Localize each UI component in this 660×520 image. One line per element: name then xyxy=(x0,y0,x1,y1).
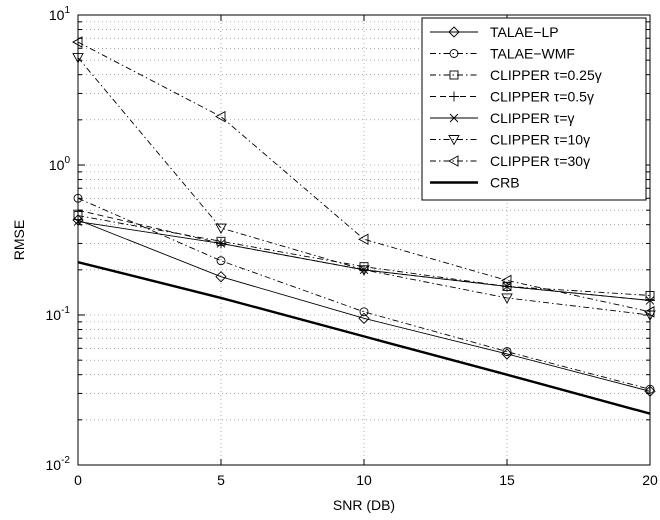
data-point xyxy=(449,113,459,123)
legend-entry: TALAE−LP xyxy=(430,24,559,40)
y-axis-label: RMSE xyxy=(11,220,27,260)
legend-entry: CLIPPER τ=0.5γ xyxy=(430,89,594,105)
y-tick-label: 10-2 xyxy=(46,455,71,473)
data-point xyxy=(645,296,655,305)
legend-label: CLIPPER τ=0.5γ xyxy=(490,89,594,105)
data-point xyxy=(215,110,226,123)
series-line xyxy=(77,261,651,415)
data-point xyxy=(449,70,459,80)
legend-label: CLIPPER τ=10γ xyxy=(490,132,590,148)
legend-entry: CLIPPER τ=10γ xyxy=(430,132,590,148)
legend-label: CRB xyxy=(490,175,520,191)
data-point xyxy=(448,135,460,146)
y-tick-label: 101 xyxy=(49,5,71,23)
series-7 xyxy=(77,261,651,415)
data-point xyxy=(449,91,459,102)
x-axis-label: SNR (DB) xyxy=(333,497,395,513)
legend-label: CLIPPER τ=0.25γ xyxy=(490,67,602,83)
data-point xyxy=(73,217,83,226)
y-tick-label: 100 xyxy=(49,155,71,173)
x-tick-label: 0 xyxy=(74,472,82,488)
data-point xyxy=(215,271,227,283)
series-layer xyxy=(72,36,656,415)
data-point xyxy=(358,233,369,245)
data-point xyxy=(359,307,369,317)
data-point xyxy=(358,265,370,276)
series-1 xyxy=(73,193,655,394)
series-4 xyxy=(73,217,655,305)
legend: TALAE−LP TALAE−WMF CLIPPER τ=0.25γ CLIPPER … xyxy=(421,17,647,201)
series-line xyxy=(77,221,651,301)
data-point xyxy=(73,205,83,216)
data-point xyxy=(501,274,512,287)
series-line xyxy=(77,219,651,392)
data-point xyxy=(73,193,83,203)
y-tick-label: 10-1 xyxy=(46,305,71,323)
x-tick-label: 5 xyxy=(217,472,225,488)
legend-entry: CLIPPER τ=0.25γ xyxy=(430,67,602,83)
data-point xyxy=(72,36,83,48)
data-point xyxy=(359,265,369,275)
x-tick-label: 20 xyxy=(642,472,658,488)
data-point xyxy=(358,312,370,324)
data-point xyxy=(645,384,655,394)
data-point xyxy=(644,385,656,397)
legend-entry: TALAE−WMF xyxy=(430,46,575,62)
legend-box xyxy=(421,17,647,201)
legend-label: CLIPPER τ=γ xyxy=(490,110,575,126)
series-line xyxy=(77,197,651,390)
legend-entry: CLIPPER τ=γ xyxy=(430,110,575,126)
data-point xyxy=(644,306,655,318)
data-point xyxy=(72,53,84,64)
x-tick-label: 10 xyxy=(356,472,372,488)
series-line xyxy=(77,215,651,296)
legend-entry: CRB xyxy=(430,175,520,191)
legend-entry: CLIPPER τ=30γ xyxy=(430,153,590,169)
legend-label: TALAE−WMF xyxy=(490,46,575,62)
data-point xyxy=(501,293,513,304)
data-point xyxy=(448,26,460,38)
data-point xyxy=(216,256,226,266)
data-point xyxy=(502,282,512,291)
legend-label: CLIPPER τ=30γ xyxy=(490,153,590,169)
data-point xyxy=(449,49,459,58)
series-6 xyxy=(72,36,655,318)
data-point xyxy=(215,223,227,234)
data-point xyxy=(216,239,226,248)
legend-label: TALAE−LP xyxy=(490,24,559,40)
series-5 xyxy=(72,53,656,321)
data-point xyxy=(502,347,512,357)
x-tick-label: 15 xyxy=(499,472,515,488)
data-point xyxy=(448,155,459,167)
